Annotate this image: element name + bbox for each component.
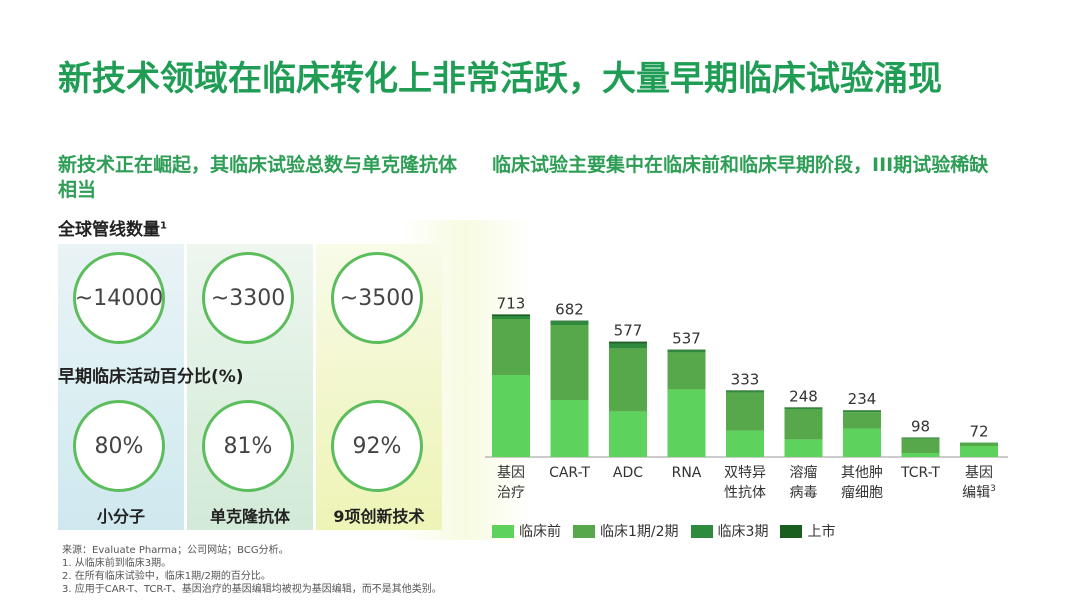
bar-segment-2-1 <box>609 348 647 412</box>
footnotes: 来源：Evaluate Pharma；公司网站；BCG分析。 1. 从临床前到临… <box>62 544 442 596</box>
legend-swatch-2 <box>690 524 713 538</box>
category-tick-1-0: CAR-T <box>549 465 590 481</box>
legend-label-1: 临床1期/2期 <box>600 524 679 540</box>
chart-legend: 临床前 临床1期/2期 临床3期 上市 <box>492 521 835 541</box>
category-tick-8-0: 基因 <box>965 464 993 481</box>
bar-segment-0-0 <box>492 375 530 457</box>
footnote-3: 3. 应用于CAR-T、TCR-T、基因治疗的基因编辑均被视为基因编辑，而不是其… <box>62 584 442 595</box>
bar-segment-6-1 <box>843 412 881 429</box>
early-circle-antibody: 81% <box>202 400 294 492</box>
slide-title: 新技术领域在临床转化上非常活跃，大量早期临床试验涌现 <box>58 59 942 99</box>
bar-segment-4-2 <box>726 391 764 393</box>
bar-segment-1-2 <box>550 321 589 325</box>
bar-segment-3-2 <box>667 350 706 353</box>
pipeline-label-text: 全球管线数量 <box>58 220 160 240</box>
category-tick-3-0: RNA <box>672 465 702 481</box>
legend-label-3: 上市 <box>807 524 836 540</box>
category-tick-4-0: 双特异 <box>724 465 766 481</box>
legend-swatch-0 <box>492 524 514 538</box>
bar-segment-5-0 <box>784 439 823 457</box>
category-tick-4-1: 性抗体 <box>724 485 766 501</box>
early-circle-innovative: 92% <box>331 400 423 492</box>
footnote-2: 2. 在所有临床试验中，临床1期/2期的百分比。 <box>62 571 271 582</box>
bar-segment-4-3 <box>726 390 764 391</box>
pipeline-label-sup: 1 <box>160 220 167 232</box>
bar-segment-5-2 <box>784 408 823 410</box>
legend-swatch-1 <box>573 524 595 538</box>
pipeline-circle-small-molecule: ~14000 <box>73 252 165 344</box>
category-tick-2-0: ADC <box>613 465 643 481</box>
bar-segment-5-1 <box>784 409 823 440</box>
bar-segment-2-3 <box>609 341 647 344</box>
bar-segment-1-1 <box>550 325 589 400</box>
legend-label-2: 临床3期 <box>717 524 769 540</box>
footnote-1: 1. 从临床前到临床3期。 <box>62 558 172 569</box>
legend-swatch-3 <box>780 524 803 538</box>
bar-segment-6-2 <box>843 410 881 413</box>
pipeline-section-label: 全球管线数量1 <box>58 215 167 240</box>
category-tick-6-0: 其他肿 <box>841 465 883 481</box>
total-label-2: 577 <box>614 322 643 340</box>
bar-segment-2-0 <box>609 411 647 457</box>
bar-segment-4-0 <box>726 430 764 457</box>
category-tick-5-0: 溶瘤 <box>790 464 818 481</box>
total-label-3: 537 <box>672 330 701 348</box>
bar-segment-0-3 <box>492 314 530 316</box>
bar-segment-7-1 <box>901 438 940 453</box>
bar-segment-5-3 <box>784 407 823 408</box>
bar-segment-0-1 <box>492 319 530 375</box>
bar-segment-7-2 <box>901 437 940 439</box>
bar-segment-2-2 <box>609 343 647 349</box>
early-section-label: 早期临床活动百分比(%) <box>58 367 244 387</box>
total-label-8: 72 <box>969 423 988 441</box>
category-label-innovative: 9项创新技术 <box>333 507 425 526</box>
total-label-6: 234 <box>848 390 877 408</box>
category-tick-0-1: 治疗 <box>497 485 525 501</box>
footnote-source: 来源：Evaluate Pharma；公司网站；BCG分析。 <box>62 545 289 556</box>
legend-label-0: 临床前 <box>519 524 561 540</box>
right-subtitle: 临床试验主要集中在临床前和临床早期阶段，III期试验稀缺 <box>492 154 989 176</box>
bar-segment-0-2 <box>492 316 530 319</box>
category-tick-7-0: TCR-T <box>900 465 940 481</box>
legend-item-1: 临床1期/2期 <box>573 521 679 541</box>
total-label-7: 98 <box>911 417 930 435</box>
category-label-small-molecule: 小分子 <box>96 507 145 526</box>
pipeline-circle-antibody: ~3300 <box>202 252 294 344</box>
early-circle-small-molecule: 80% <box>73 400 165 492</box>
total-label-4: 333 <box>731 370 760 388</box>
bar-segment-3-3 <box>667 349 706 351</box>
bar-segment-4-1 <box>726 392 764 431</box>
category-label-antibody: 单克隆抗体 <box>209 507 290 526</box>
bar-segment-8-0 <box>960 446 998 457</box>
left-subtitle: 新技术正在崛起，其临床试验总数与单克隆抗体相当 <box>58 154 458 201</box>
legend-item-2: 临床3期 <box>690 521 769 541</box>
pipeline-circle-innovative: ~3500 <box>331 252 423 344</box>
legend-item-0: 临床前 <box>492 521 561 541</box>
category-tick-0-0: 基因 <box>497 464 525 481</box>
bar-segment-1-3 <box>550 320 589 322</box>
bar-segment-7-0 <box>901 453 940 457</box>
bar-segment-3-1 <box>667 352 706 390</box>
legend-item-3: 上市 <box>780 521 835 541</box>
total-label-0: 713 <box>497 294 526 312</box>
bar-segment-3-0 <box>667 389 706 457</box>
bar-segment-1-0 <box>550 400 589 457</box>
total-label-5: 248 <box>789 387 818 405</box>
total-label-1: 682 <box>555 301 584 319</box>
category-tick-8-1: 编辑3 <box>962 484 996 501</box>
bar-segment-8-1 <box>960 443 998 446</box>
category-tick-5-1: 病毒 <box>790 485 818 501</box>
category-tick-6-1: 瘤细胞 <box>841 484 883 501</box>
bar-segment-6-0 <box>843 428 881 457</box>
